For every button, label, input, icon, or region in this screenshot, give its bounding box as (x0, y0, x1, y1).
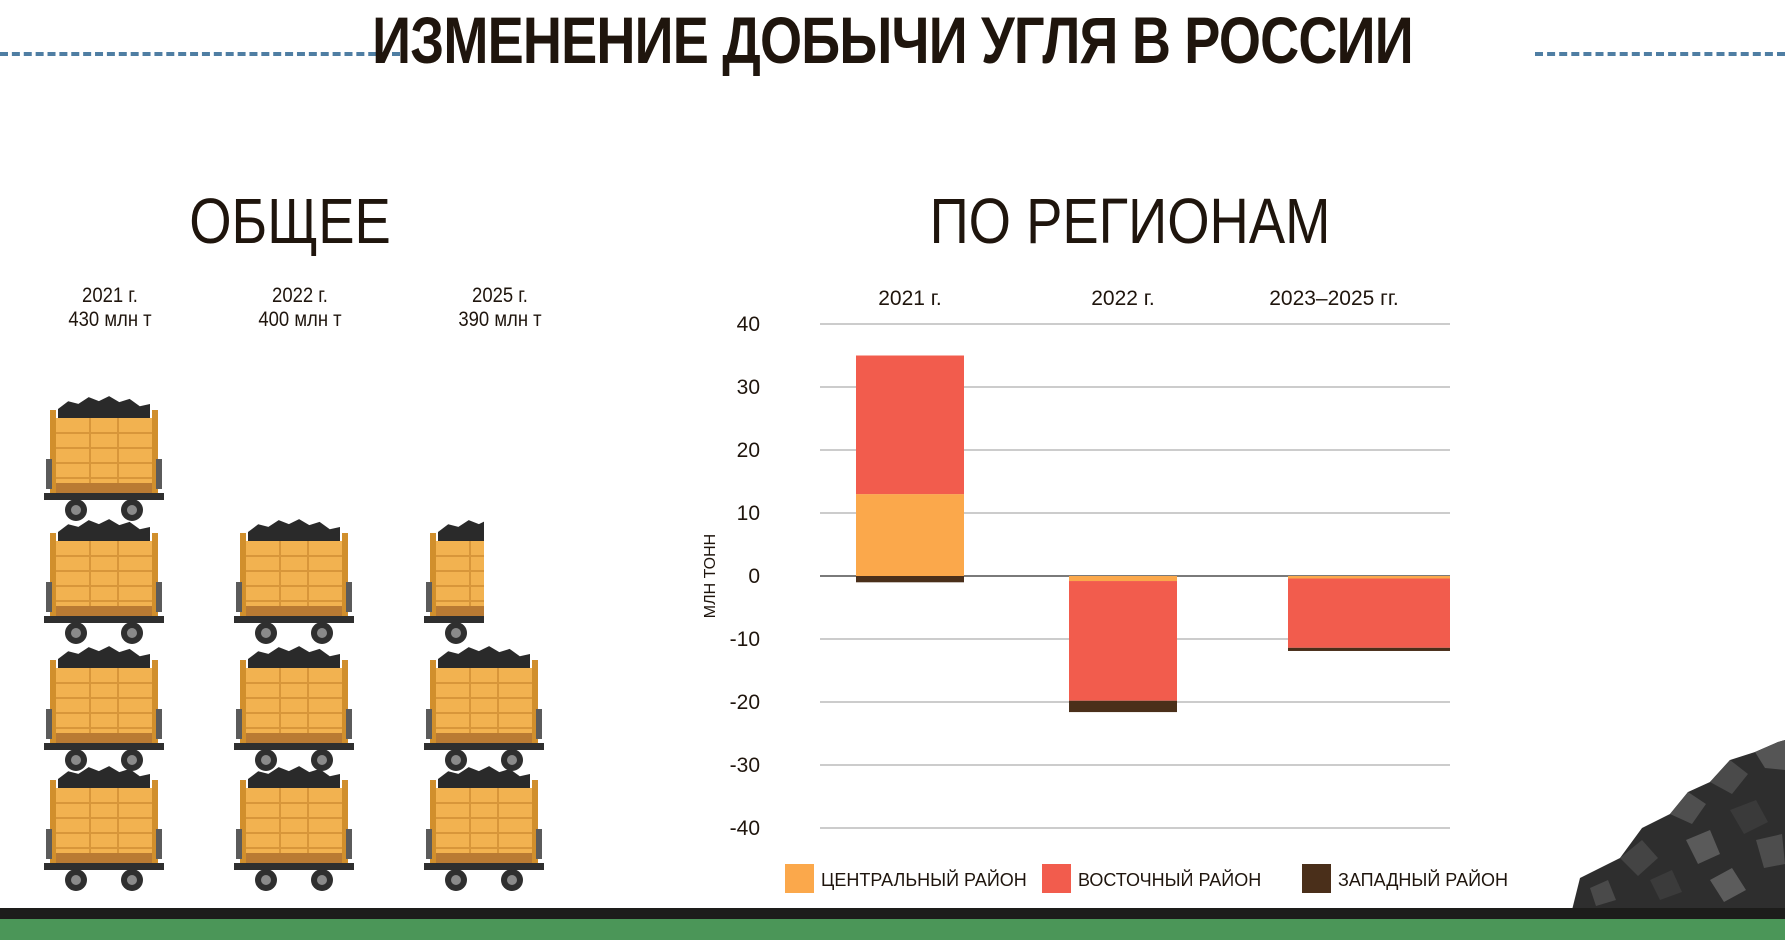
category-label: 2021 г. (878, 287, 941, 310)
year-label-2022: 2022 г. 400 млн т (221, 284, 379, 332)
year-label-value: 400 млн т (258, 308, 342, 331)
coal-cart (424, 646, 544, 771)
right-section-title: ПО РЕГИОНАМ (929, 185, 1331, 257)
year-label-year: 2021 г. (82, 284, 138, 307)
year-label-year: 2025 г. (472, 284, 528, 307)
legend-label: ВОСТОЧНЫЙ РАЙОН (1078, 869, 1261, 890)
y-tick-label: -30 (730, 754, 760, 777)
bar-segment (1069, 581, 1177, 701)
y-tick-label: 40 (737, 313, 760, 336)
coal-carts-illustration (44, 396, 544, 891)
y-tick-label: -10 (730, 628, 760, 651)
y-tick-label: 10 (737, 502, 760, 525)
bar-segment (1069, 700, 1177, 713)
grass-strip (0, 919, 1785, 940)
year-label-value: 430 млн т (68, 308, 152, 331)
bar-segment (1288, 578, 1450, 648)
coal-cart (234, 766, 354, 891)
y-tick-label: -40 (730, 817, 760, 840)
coal-cart (44, 396, 164, 521)
y-tick-label: -20 (730, 691, 760, 714)
year-label-2025: 2025 г. 390 млн т (421, 284, 579, 332)
bar-segment (1288, 576, 1450, 579)
legend-swatch (785, 864, 814, 893)
y-axis-label: МЛН ТОНН (702, 534, 719, 618)
coal-cart (234, 646, 354, 771)
coal-cart (424, 766, 544, 891)
legend-swatch (1302, 864, 1331, 893)
bar-segment (856, 576, 964, 583)
legend-label: ЦЕНТРАЛЬНЫЙ РАЙОН (821, 869, 1027, 890)
bar-segment (1288, 647, 1450, 651)
coal-pile-illustration (1572, 740, 1785, 910)
coal-cart (424, 520, 484, 644)
ground-strip (0, 908, 1785, 919)
title-dash-left (0, 52, 400, 56)
year-label-2021: 2021 г. 430 млн т (31, 284, 189, 332)
y-tick-label: 0 (748, 565, 760, 588)
category-label: 2023–2025 гг. (1269, 287, 1399, 310)
year-label-value: 390 млн т (458, 308, 542, 331)
category-label: 2022 г. (1091, 287, 1154, 310)
year-label-year: 2022 г. (272, 284, 328, 307)
coal-cart (44, 766, 164, 891)
bar-segment (856, 494, 964, 576)
page-title: ИЗМЕНЕНИЕ ДОБЫЧИ УГЛЯ В РОССИИ (372, 3, 1413, 77)
y-tick-label: 20 (737, 439, 760, 462)
bar-segment (856, 355, 964, 495)
legend-label: ЗАПАДНЫЙ РАЙОН (1338, 869, 1508, 890)
legend-swatch (1042, 864, 1071, 893)
regional-bar-chart: 40 30 20 10 0 -10 -20 -30 -40 МЛН ТОНН 2021 г. 2022… (702, 287, 1508, 893)
left-section-title: ОБЩЕЕ (189, 185, 391, 257)
coal-cart (234, 519, 354, 644)
title-dash-right (1535, 52, 1785, 56)
coal-cart (44, 519, 164, 644)
y-tick-label: 30 (737, 376, 760, 399)
coal-cart (44, 646, 164, 771)
bar-segment (1069, 576, 1177, 582)
